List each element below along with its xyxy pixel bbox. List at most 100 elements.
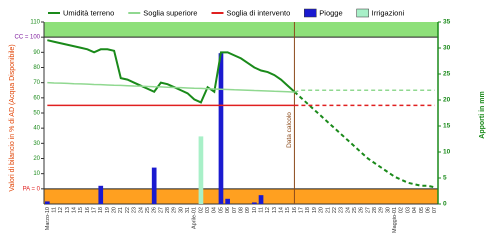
y-tick-label: 30 <box>33 141 40 147</box>
line <box>293 91 435 189</box>
x-tick-label: 03 <box>205 207 211 213</box>
x-tick-label: 21 <box>118 207 124 213</box>
y-tick-label: 40 <box>33 126 40 132</box>
x-tick-label: 30 <box>178 207 184 213</box>
y2-tick-label: 15 <box>443 123 451 130</box>
x-tick-label: 04 <box>412 207 418 213</box>
y-tick-label: 50 <box>33 111 40 117</box>
x-tick-label: 11 <box>258 207 264 213</box>
legend-label: Irrigazioni <box>372 8 405 17</box>
legend-label: Soglia superiore <box>143 8 197 17</box>
y-tick-label: 10 <box>33 171 40 177</box>
bar <box>225 198 230 204</box>
line <box>47 39 296 104</box>
y2-tick-label: 10 <box>443 149 451 156</box>
x-tick-label: 24 <box>138 207 144 213</box>
x-tick-label: 23 <box>339 207 345 213</box>
x-tick-label: 14 <box>279 207 285 213</box>
x-tick-label: 26 <box>359 207 365 213</box>
x-tick-label: 18 <box>305 207 311 213</box>
x-tick-label: 29 <box>379 207 385 213</box>
x-tick-label: 27 <box>158 207 164 213</box>
x-tick-label: 21 <box>325 207 331 213</box>
x-tick-label: 22 <box>125 207 131 213</box>
x-tick-label: 29 <box>172 207 178 213</box>
x-tick-label: Maggio-01 <box>392 207 398 233</box>
x-tick-label: 06 <box>225 207 231 213</box>
x-tick-label: 14 <box>72 207 78 213</box>
calc-date-label: Data calcolo <box>286 112 293 148</box>
bar <box>151 167 157 204</box>
x-tick-label: 18 <box>98 207 104 213</box>
legend-label: Piogge <box>319 8 342 17</box>
y-tick-label: 70 <box>33 80 40 86</box>
bar <box>218 53 224 205</box>
x-tick-label: 02 <box>399 207 405 213</box>
y-tick-label: 20 <box>33 156 40 162</box>
y-axis-title: Valori di bilancio in % di AD (Acqua Dis… <box>9 44 16 191</box>
x-tick-label: 06 <box>425 207 431 213</box>
x-tick-label: 22 <box>332 207 338 213</box>
x-tick-label: 10 <box>252 207 258 213</box>
x-tick-label: 16 <box>292 207 298 213</box>
x-tick-label: 12 <box>58 207 64 213</box>
x-tick-label: 03 <box>405 207 411 213</box>
x-tick-label: 27 <box>365 207 371 213</box>
line <box>47 81 295 93</box>
x-tick-label: 09 <box>245 207 251 213</box>
x-tick-label: 23 <box>132 207 138 213</box>
y2-tick-label: 5 <box>443 175 447 182</box>
x-tick-label: 20 <box>112 207 118 213</box>
bar <box>258 195 264 204</box>
x-tick-label: 20 <box>319 207 325 213</box>
x-tick-label: 02 <box>198 207 204 213</box>
x-tick-label: 15 <box>78 207 84 213</box>
wilting-point-band <box>44 188 438 204</box>
x-tick-label: 28 <box>165 207 171 213</box>
y2-tick-label: 35 <box>443 19 451 26</box>
legend-label: Soglia di intervento <box>226 8 290 17</box>
x-tick-label: 25 <box>145 207 151 213</box>
bar <box>45 201 50 204</box>
x-tick-label: 07 <box>232 207 238 213</box>
x-tick-label: 11 <box>51 207 57 213</box>
x-tick-label: 31 <box>185 207 191 213</box>
x-tick-label: 17 <box>299 207 305 213</box>
x-tick-label: 16 <box>85 207 91 213</box>
y2-axis-title: Apporti in mm <box>479 91 486 138</box>
x-tick-label: 26 <box>152 207 158 213</box>
x-tick-label: 19 <box>312 207 318 213</box>
bar <box>98 185 104 204</box>
x-tick-label: 05 <box>419 207 425 213</box>
y2-tick-label: 0 <box>443 201 447 208</box>
y2-tick-label: 20 <box>443 97 451 104</box>
y-tick-label: 90 <box>33 50 40 56</box>
x-tick-label: 24 <box>345 207 351 213</box>
bar <box>252 202 257 204</box>
x-tick-label: 07 <box>432 207 438 213</box>
y-tick-label: PA = 0 <box>23 186 41 192</box>
line <box>294 89 435 93</box>
y2-tick-label: 25 <box>443 71 451 78</box>
x-tick-label: 05 <box>218 207 224 213</box>
x-tick-label: 17 <box>92 207 98 213</box>
y-tick-label: CC = 100 <box>14 35 40 41</box>
legend-label: Umidità terreno <box>63 8 114 17</box>
y2-tick-label: 30 <box>443 45 451 52</box>
plot-area <box>44 22 438 204</box>
x-tick-label: 04 <box>212 207 218 213</box>
x-tick-label: 28 <box>372 207 378 213</box>
x-tick-label: 13 <box>272 207 278 213</box>
x-tick-label: 19 <box>105 207 111 213</box>
x-tick-label: 12 <box>265 207 271 213</box>
bar <box>198 136 204 204</box>
x-tick-label: 13 <box>65 207 71 213</box>
x-tick-label: 15 <box>285 207 291 213</box>
legend-swatch <box>304 8 317 18</box>
field-capacity-band <box>44 22 438 38</box>
y-tick-label: 80 <box>33 65 40 71</box>
x-tick-label: 25 <box>352 207 358 213</box>
y-tick-label: 110 <box>30 20 40 26</box>
x-tick-label: 08 <box>238 207 244 213</box>
